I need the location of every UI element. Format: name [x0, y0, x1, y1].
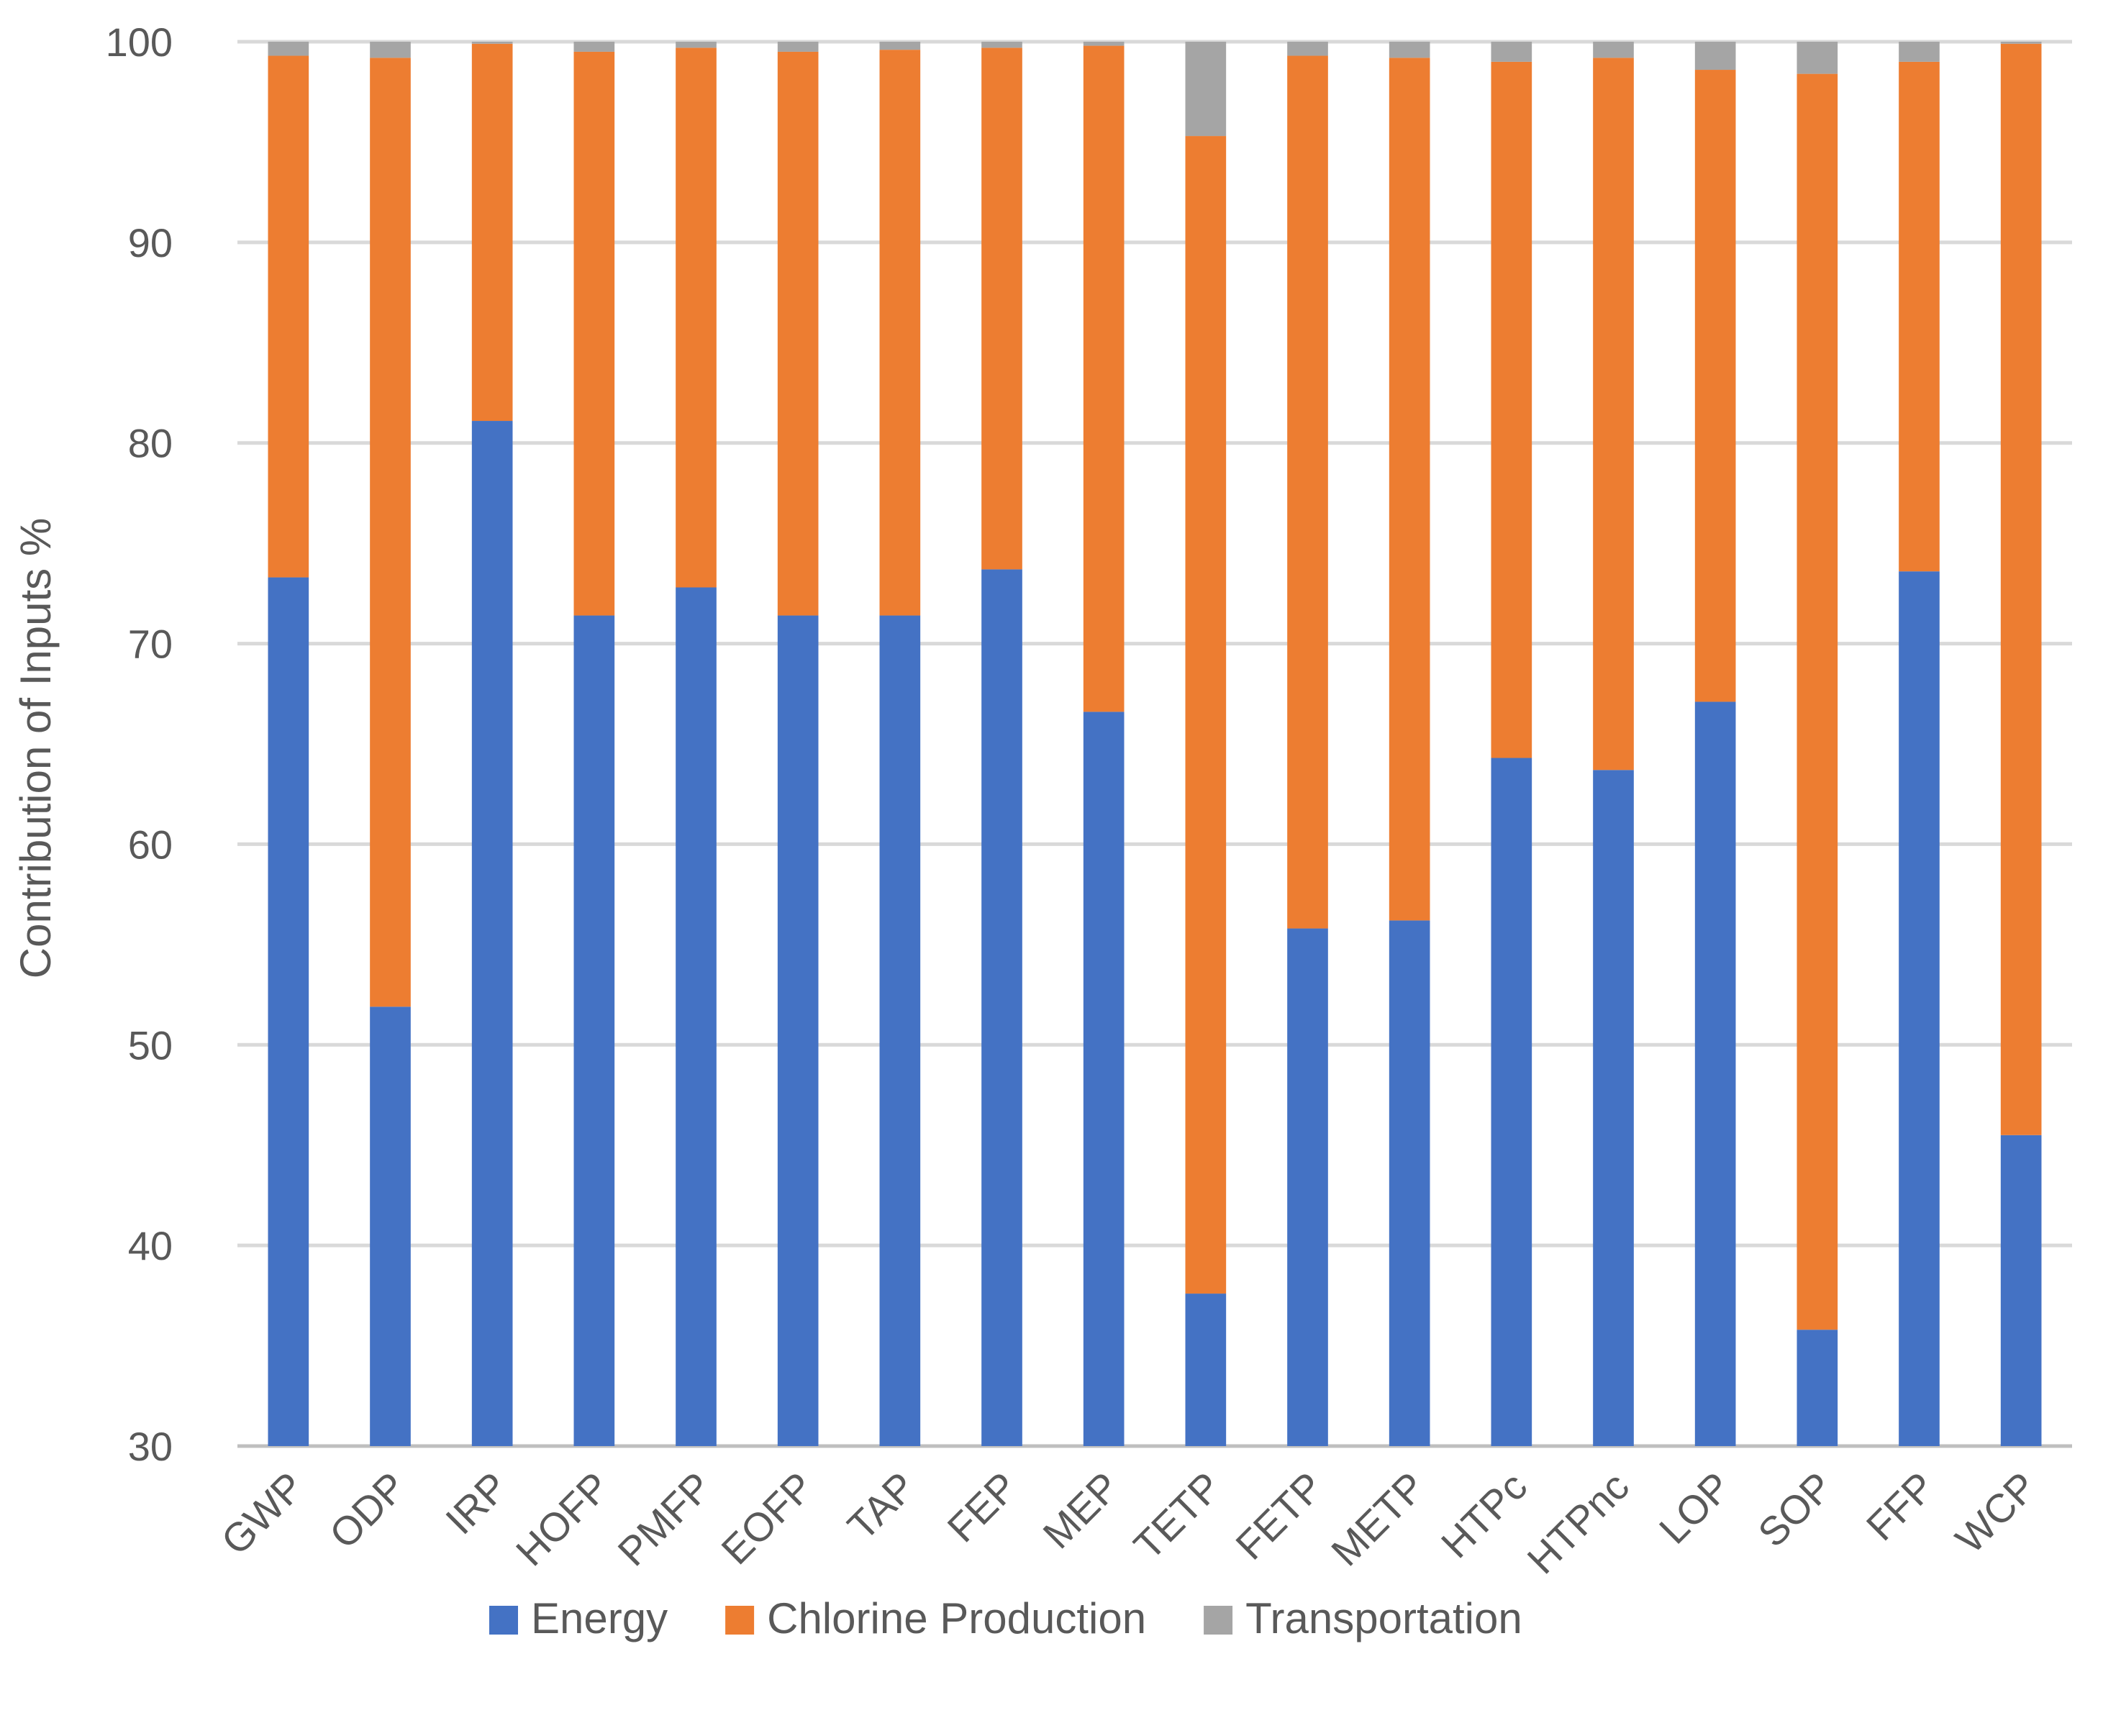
- bar-transportation-wcp: [2000, 42, 2042, 44]
- y-tick-label: 70: [128, 622, 173, 667]
- bar-transportation-fep: [981, 42, 1022, 48]
- bar-energy-fep: [981, 569, 1022, 1446]
- legend-swatch-energy: [489, 1606, 518, 1635]
- legend: Energy Chlorine Production Transportation: [489, 1594, 1522, 1642]
- bar-chlorine-production-tap: [879, 50, 921, 616]
- x-category-label: ODP: [321, 1463, 414, 1557]
- bar-energy-odp: [370, 1006, 411, 1446]
- bar-energy-lop: [1694, 701, 1736, 1447]
- x-category-label: HOFP: [507, 1463, 619, 1575]
- x-category-label: GWP: [212, 1463, 312, 1563]
- bar-energy-sop: [1797, 1330, 1838, 1446]
- bar-energy-tap: [879, 615, 921, 1446]
- x-category-label: MEP: [1034, 1463, 1127, 1557]
- y-tick-label: 100: [106, 19, 173, 65]
- bar-chlorine-production-odp: [370, 58, 411, 1007]
- bar-chlorine-production-htpnc: [1593, 58, 1634, 771]
- bar-chlorine-production-fep: [981, 47, 1022, 570]
- x-category-label: LOP: [1650, 1463, 1740, 1553]
- legend-swatch-transportation: [1204, 1606, 1233, 1635]
- legend-label: Chlorine Production: [767, 1594, 1146, 1642]
- bar-energy-htpc: [1491, 758, 1532, 1446]
- x-category-label: IRP: [437, 1463, 517, 1543]
- x-category-label: HTPnc: [1518, 1463, 1638, 1583]
- bar-transportation-eofp: [777, 42, 819, 52]
- y-axis-title: Contribution of Inputs %: [12, 518, 60, 978]
- x-category-label: EOFP: [712, 1463, 822, 1573]
- bar-energy-irp: [471, 421, 513, 1446]
- x-category-label: TETP: [1125, 1463, 1230, 1568]
- x-category-label: SOP: [1749, 1463, 1841, 1555]
- bar-chlorine-production-sop: [1797, 73, 1838, 1330]
- bar-chlorine-production-eofp: [777, 51, 819, 616]
- bar-chlorine-production-mep: [1083, 45, 1125, 712]
- x-category-label: WCP: [1947, 1463, 2045, 1562]
- y-tick-label: 30: [128, 1424, 173, 1469]
- y-tick-label: 50: [128, 1022, 173, 1068]
- bar-energy-tetp: [1185, 1294, 1227, 1446]
- bar-chlorine-production-irp: [471, 43, 513, 422]
- legend-label: Energy: [531, 1594, 668, 1642]
- y-tick-label: 40: [128, 1223, 173, 1268]
- bar-chlorine-production-ffp: [1899, 61, 1940, 572]
- bar-chlorine-production-metp: [1389, 58, 1430, 921]
- legend-label: Transportation: [1245, 1594, 1522, 1642]
- x-category-label: FEP: [938, 1463, 1026, 1551]
- bar-energy-hofp: [573, 615, 615, 1446]
- bar-transportation-sop: [1797, 42, 1838, 74]
- bar-energy-mep: [1083, 712, 1125, 1446]
- bar-transportation-metp: [1389, 42, 1430, 58]
- x-category-label: PMFP: [609, 1463, 720, 1575]
- bar-transportation-irp: [471, 42, 513, 44]
- y-tick-label: 60: [128, 822, 173, 867]
- bar-transportation-tap: [879, 42, 921, 50]
- bar-energy-metp: [1389, 920, 1430, 1446]
- bar-transportation-hofp: [573, 42, 615, 52]
- bar-energy-wcp: [2000, 1135, 2042, 1446]
- bar-transportation-odp: [370, 42, 411, 58]
- bar-chlorine-production-fetp: [1287, 55, 1328, 929]
- x-category-label: TAP: [839, 1463, 925, 1549]
- bar-transportation-htpc: [1491, 42, 1532, 62]
- bar-transportation-tetp: [1185, 42, 1227, 137]
- bar-chlorine-production-tetp: [1185, 136, 1227, 1294]
- bar-energy-eofp: [777, 615, 819, 1446]
- bar-energy-pmfp: [676, 587, 717, 1446]
- bar-chlorine-production-pmfp: [676, 47, 717, 588]
- bar-transportation-pmfp: [676, 42, 717, 48]
- bar-transportation-mep: [1083, 42, 1125, 46]
- x-category-label: METP: [1322, 1463, 1434, 1575]
- bar-transportation-gwp: [268, 42, 309, 56]
- bar-chlorine-production-hofp: [573, 51, 615, 616]
- x-category-label: FFP: [1858, 1463, 1943, 1549]
- bar-transportation-lop: [1694, 42, 1736, 71]
- bar-energy-gwp: [268, 577, 309, 1446]
- y-tick-label: 80: [128, 421, 173, 466]
- bar-chlorine-production-wcp: [2000, 43, 2042, 1135]
- bar-transportation-ffp: [1899, 42, 1940, 62]
- bar-chlorine-production-htpc: [1491, 61, 1532, 758]
- bar-energy-fetp: [1287, 928, 1328, 1446]
- bar-energy-htpnc: [1593, 770, 1634, 1446]
- bar-transportation-fetp: [1287, 42, 1328, 56]
- x-category-label: FETP: [1227, 1463, 1332, 1568]
- y-tick-label: 90: [128, 220, 173, 265]
- bar-energy-ffp: [1899, 571, 1940, 1446]
- legend-swatch-chlorine-production: [725, 1606, 755, 1635]
- bar-chlorine-production-gwp: [268, 55, 309, 578]
- bars: [268, 42, 2042, 1447]
- bar-transportation-htpnc: [1593, 42, 1634, 58]
- bar-chlorine-production-lop: [1694, 70, 1736, 702]
- y-axis-ticks: 30 40 50 60 70 80 90 100: [106, 19, 173, 1469]
- gridlines: [237, 40, 2072, 1448]
